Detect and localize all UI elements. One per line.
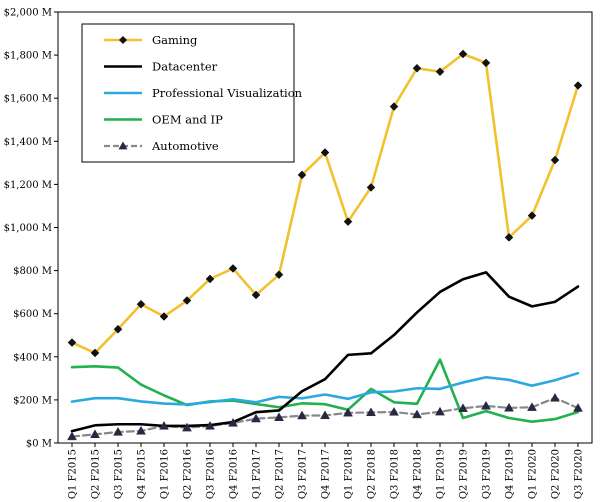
automotive-data-point: [504, 402, 514, 412]
y-tick-label: $2,000 M: [4, 8, 52, 19]
automotive-data-point: [366, 407, 376, 417]
gaming-data-point: [458, 49, 468, 59]
axes: $0 M $200 M $400 M $600 M $800 M $1,000 M $1,2…: [4, 8, 593, 499]
x-tick-label: Q4 F2019: [505, 449, 516, 499]
x-tick-label: Q4 F2017: [321, 449, 332, 499]
series-markers: [67, 49, 583, 441]
x-tick-label: Q4 F2015: [137, 449, 148, 499]
x-tick-label: Q2 F2015: [91, 449, 102, 499]
legend-label-automotive: Automotive: [151, 139, 219, 153]
x-tick-label: Q3 F2020: [574, 449, 585, 499]
gaming-data-point: [274, 270, 284, 280]
legend-label-professional-visualization: Professional Visualization: [152, 86, 303, 100]
automotive-data-point: [205, 420, 215, 430]
automotive-data-point: [389, 406, 399, 416]
automotive-data-point: [320, 410, 330, 420]
automotive-data-point: [297, 410, 307, 420]
gaming-data-point: [113, 324, 123, 334]
y-tick-label: $200 M: [13, 395, 52, 406]
automotive-data-point: [573, 403, 583, 412]
legend-label-datacenter: Datacenter: [152, 60, 218, 74]
y-tick-label: $1,200 M: [4, 180, 52, 191]
automotive-data-point: [228, 417, 238, 427]
automotive-data-point: [90, 429, 100, 439]
automotive-data-point: [481, 400, 491, 410]
automotive-data-point: [435, 406, 445, 416]
legend-marker-gaming: [119, 36, 127, 44]
y-tick-label: $600 M: [13, 309, 52, 320]
gaming-data-point: [550, 155, 560, 165]
gaming-data-point: [320, 148, 330, 157]
legend-marker-automotive: [118, 141, 128, 150]
x-tick-label: Q2 F2020: [551, 449, 562, 499]
gaming-data-point: [205, 274, 215, 284]
automotive-data-point: [412, 409, 422, 419]
x-tick-label: Q1 F2016: [160, 449, 171, 499]
gaming-data-point: [182, 296, 192, 305]
x-tick-label: Q3 F2016: [206, 449, 217, 499]
automotive-data-point: [550, 392, 560, 402]
x-tick-label: Q3 F2019: [482, 449, 493, 499]
automotive-data-point: [113, 427, 123, 436]
x-tick-label: Q2 F2018: [367, 449, 378, 499]
automotive-data-point: [251, 413, 261, 423]
gaming-data-point: [366, 183, 376, 192]
legend: Gaming Datacenter Professional Visualizati…: [81, 23, 303, 163]
x-tick-label: Q1 F2019: [436, 449, 447, 499]
x-tick-label: Q2 F2017: [275, 449, 286, 499]
y-tick-label: $1,000 M: [4, 223, 52, 234]
datacenter-series-line: [70, 271, 580, 433]
gaming-data-point: [481, 58, 491, 68]
gaming-data-point: [435, 67, 445, 77]
automotive-data-point: [527, 402, 537, 411]
x-tick-label: Q1 F2015: [68, 449, 79, 499]
gaming-data-point: [343, 217, 353, 227]
legend-label-gaming: Gaming: [152, 33, 198, 47]
automotive-data-point: [343, 407, 353, 417]
gaming-data-point: [67, 338, 77, 347]
y-tick-label: $1,600 M: [4, 94, 52, 105]
y-tick-label: $1,800 M: [4, 51, 52, 62]
automotive-data-point: [136, 425, 146, 435]
gaming-data-point: [389, 102, 399, 111]
automotive-data-point: [67, 431, 77, 441]
y-tick-label: $800 M: [13, 266, 52, 277]
oem-and-ip-series-line: [70, 358, 580, 423]
x-tick-label: Q2 F2019: [459, 449, 470, 499]
y-tick-label: $1,400 M: [4, 137, 52, 148]
x-tick-label: Q1 F2017: [252, 449, 263, 499]
x-tick-label: Q1 F2020: [528, 449, 539, 499]
x-tick-label: Q1 F2018: [344, 449, 355, 499]
gaming-data-point: [527, 211, 537, 221]
gaming-data-point: [412, 63, 422, 73]
x-tick-label: Q4 F2018: [413, 449, 424, 499]
professional-visualization-series-line: [70, 371, 580, 406]
legend-label-oem-and-ip: OEM and IP: [152, 113, 223, 127]
y-tick-label: $400 M: [13, 352, 52, 363]
gaming-data-point: [573, 81, 583, 90]
x-tick-label: Q2 F2016: [183, 449, 194, 499]
x-tick-label: Q4 F2016: [229, 449, 240, 499]
y-tick-label: $0 M: [26, 439, 52, 450]
x-tick-label: Q3 F2015: [114, 449, 125, 499]
gaming-data-point: [504, 233, 514, 242]
x-tick-label: Q3 F2018: [390, 449, 401, 499]
gaming-data-point: [159, 312, 169, 321]
gaming-data-point: [136, 299, 146, 309]
automotive-data-point: [458, 403, 468, 412]
gaming-data-point: [297, 170, 307, 180]
gaming-data-point: [251, 290, 261, 300]
automotive-data-point: [182, 422, 192, 432]
automotive-data-point: [274, 412, 284, 421]
gaming-data-point: [228, 264, 238, 273]
automotive-data-point: [159, 420, 169, 430]
gaming-data-point: [90, 348, 100, 358]
x-tick-label: Q3 F2017: [298, 449, 309, 499]
